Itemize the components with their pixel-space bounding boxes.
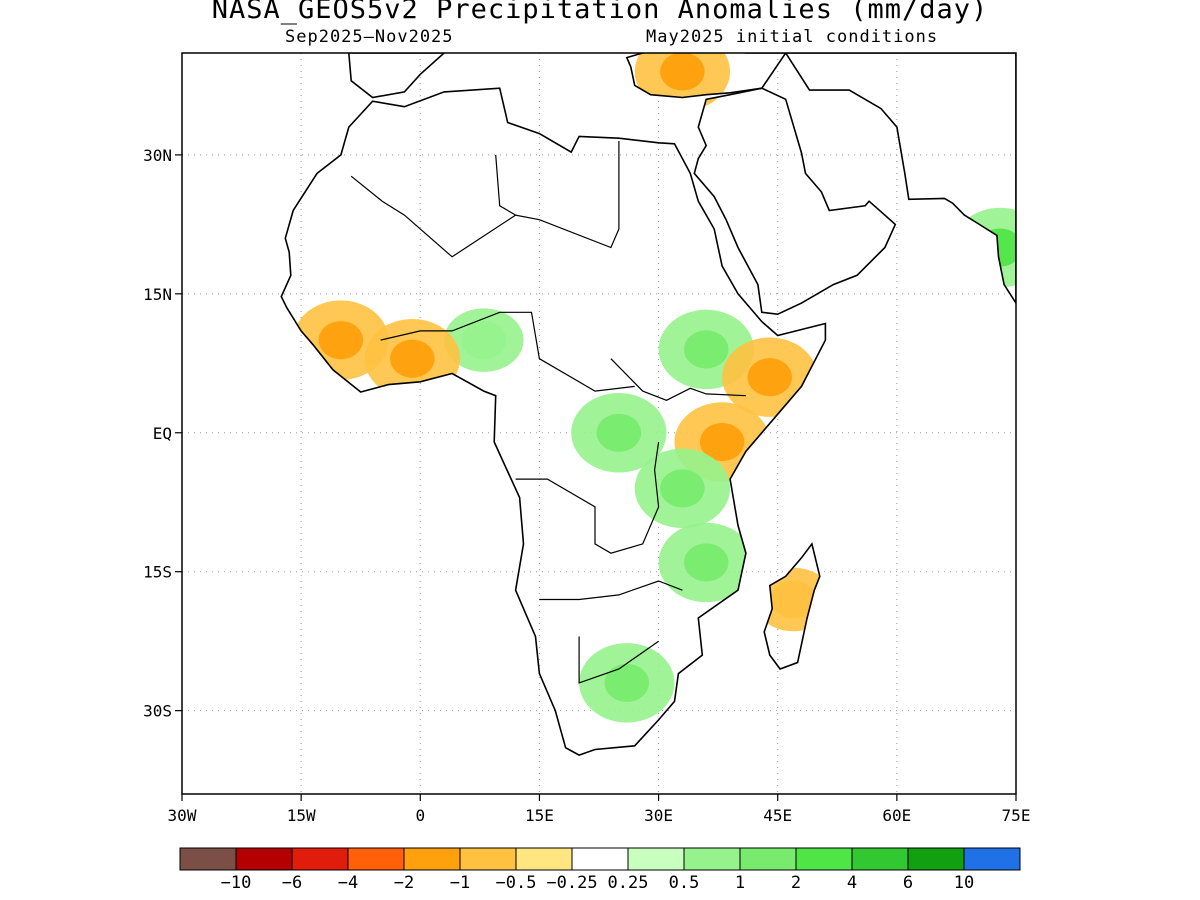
anomaly-core <box>461 321 507 360</box>
colorbar-swatch <box>683 847 741 871</box>
colorbar-swatch <box>627 847 685 871</box>
coastline <box>763 542 821 670</box>
coastline <box>693 87 897 316</box>
country-border <box>380 311 635 392</box>
colorbar-swatch <box>739 847 797 871</box>
anomaly-core <box>683 543 729 582</box>
map-frame <box>181 52 1017 795</box>
colorbar-swatch <box>235 847 293 871</box>
anomaly-core <box>390 339 435 378</box>
colorbar-swatch <box>459 847 517 871</box>
colorbar-swatch <box>571 847 629 871</box>
x-tick-label: 15W <box>287 806 316 825</box>
country-border <box>350 175 620 258</box>
subtitle-initial-conditions: May2025 initial conditions <box>646 27 939 47</box>
y-tick-label: 15S <box>143 563 172 582</box>
x-tick-label: 0 <box>415 806 425 825</box>
coastline <box>784 53 1016 305</box>
y-tick-label: 30N <box>143 146 172 165</box>
anomaly-core <box>660 469 705 508</box>
map-title: NASA_GEOS5v2 Precipitation Anomalies (mm… <box>211 0 989 25</box>
colorbar-label: −1 <box>450 873 470 893</box>
colorbar-swatch <box>963 847 1021 871</box>
colorbar-label: 0.25 <box>608 873 649 893</box>
coastline <box>347 53 446 99</box>
colorbar-label: 4 <box>847 873 857 893</box>
coastline <box>280 87 827 756</box>
coastline <box>625 53 787 99</box>
colorbar-label: −0.25 <box>546 873 597 893</box>
colorbar-label: 2 <box>791 873 801 893</box>
country-border <box>515 441 660 554</box>
colorbar-label: 1 <box>735 873 745 893</box>
axis-ticks: 30W 15W 0 15E 30E 45E 60E 75E 30N 15N EQ 15S 30S <box>143 146 1030 825</box>
colorbar-swatch <box>403 847 461 871</box>
colorbar-label: 0.5 <box>669 873 700 893</box>
colorbar-swatch <box>907 847 965 871</box>
x-tick-label: 45E <box>763 806 792 825</box>
colorbar-label: −0.5 <box>496 873 537 893</box>
x-tick-label: 15E <box>525 806 554 825</box>
anomaly-core <box>660 53 705 91</box>
anomaly-core <box>771 580 816 619</box>
colorbar-swatch <box>795 847 853 871</box>
y-tick-label: EQ <box>153 424 172 443</box>
colorbar-swatch <box>515 847 573 871</box>
colorbar-swatch <box>851 847 909 871</box>
anomaly-core <box>318 321 364 360</box>
x-tick-label: 75E <box>1002 806 1031 825</box>
subtitle-season: Sep2025–Nov2025 <box>285 27 454 47</box>
colorbar-swatch <box>179 847 237 871</box>
anomaly-core <box>699 422 745 462</box>
colorbar-label: −6 <box>282 873 302 893</box>
x-tick-label: 30E <box>644 806 673 825</box>
country-border <box>578 636 659 684</box>
anomaly-core <box>683 330 729 369</box>
coastlines <box>280 53 1016 756</box>
colorbar-swatch <box>347 847 405 871</box>
anomaly-core <box>604 663 650 702</box>
gridlines <box>182 53 1016 794</box>
anomaly-core <box>596 413 642 452</box>
colorbar-swatch <box>291 847 349 871</box>
colorbar-label: −4 <box>338 873 358 893</box>
colorbar-label: 6 <box>903 873 913 893</box>
country-border <box>610 358 746 401</box>
x-tick-label: 30W <box>168 806 197 825</box>
country-border <box>539 580 683 601</box>
colorbar-label: 10 <box>954 873 974 893</box>
y-tick-label: 15N <box>143 285 172 304</box>
colorbar-label: −10 <box>221 873 252 893</box>
x-tick-label: 60E <box>882 806 911 825</box>
anomaly-core <box>747 358 793 397</box>
country-border <box>495 154 516 216</box>
y-tick-label: 30S <box>143 702 172 721</box>
colorbar-label: −2 <box>394 873 414 893</box>
colorbar: −10 −6 −4 −2 −1 −0.5 −0.25 0.25 0.5 1 2 4 6 10 <box>179 847 1021 893</box>
